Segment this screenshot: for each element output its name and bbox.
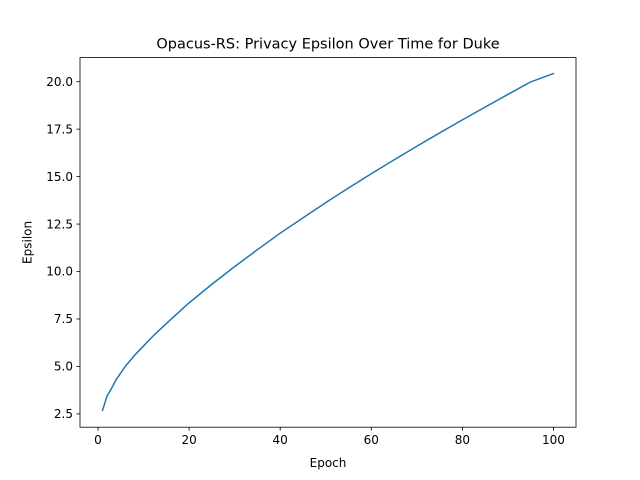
- y-tick-label: 10.0: [46, 265, 73, 279]
- x-tick-label: 100: [542, 433, 565, 447]
- y-tick-label: 7.5: [54, 312, 73, 326]
- x-tick-label: 80: [455, 433, 470, 447]
- y-tick-label: 5.0: [54, 360, 73, 374]
- x-tick-label: 20: [181, 433, 196, 447]
- x-axis: 0 20 40 60 80 100: [94, 427, 565, 447]
- x-tick-label: 60: [364, 433, 379, 447]
- axes-frame: [79, 57, 577, 428]
- x-tick-label: 0: [94, 433, 102, 447]
- y-tick-label: 17.5: [46, 122, 73, 136]
- plot-area: [101, 72, 555, 412]
- y-tick-label: 20.0: [46, 75, 73, 89]
- x-tick-label: 40: [273, 433, 288, 447]
- epsilon-series-line: [101, 72, 555, 412]
- x-axis-label: Epoch: [310, 456, 347, 470]
- y-tick-label: 15.0: [46, 170, 73, 184]
- y-tick-label: 12.5: [46, 217, 73, 231]
- y-axis: 2.5 5.0 7.5 10.0 12.5 15.0 17.5 20.0: [46, 75, 80, 421]
- y-tick-label: 2.5: [54, 407, 73, 421]
- chart-title: Opacus-RS: Privacy Epsilon Over Time for…: [156, 37, 499, 53]
- y-axis-label: Epsilon: [21, 221, 35, 264]
